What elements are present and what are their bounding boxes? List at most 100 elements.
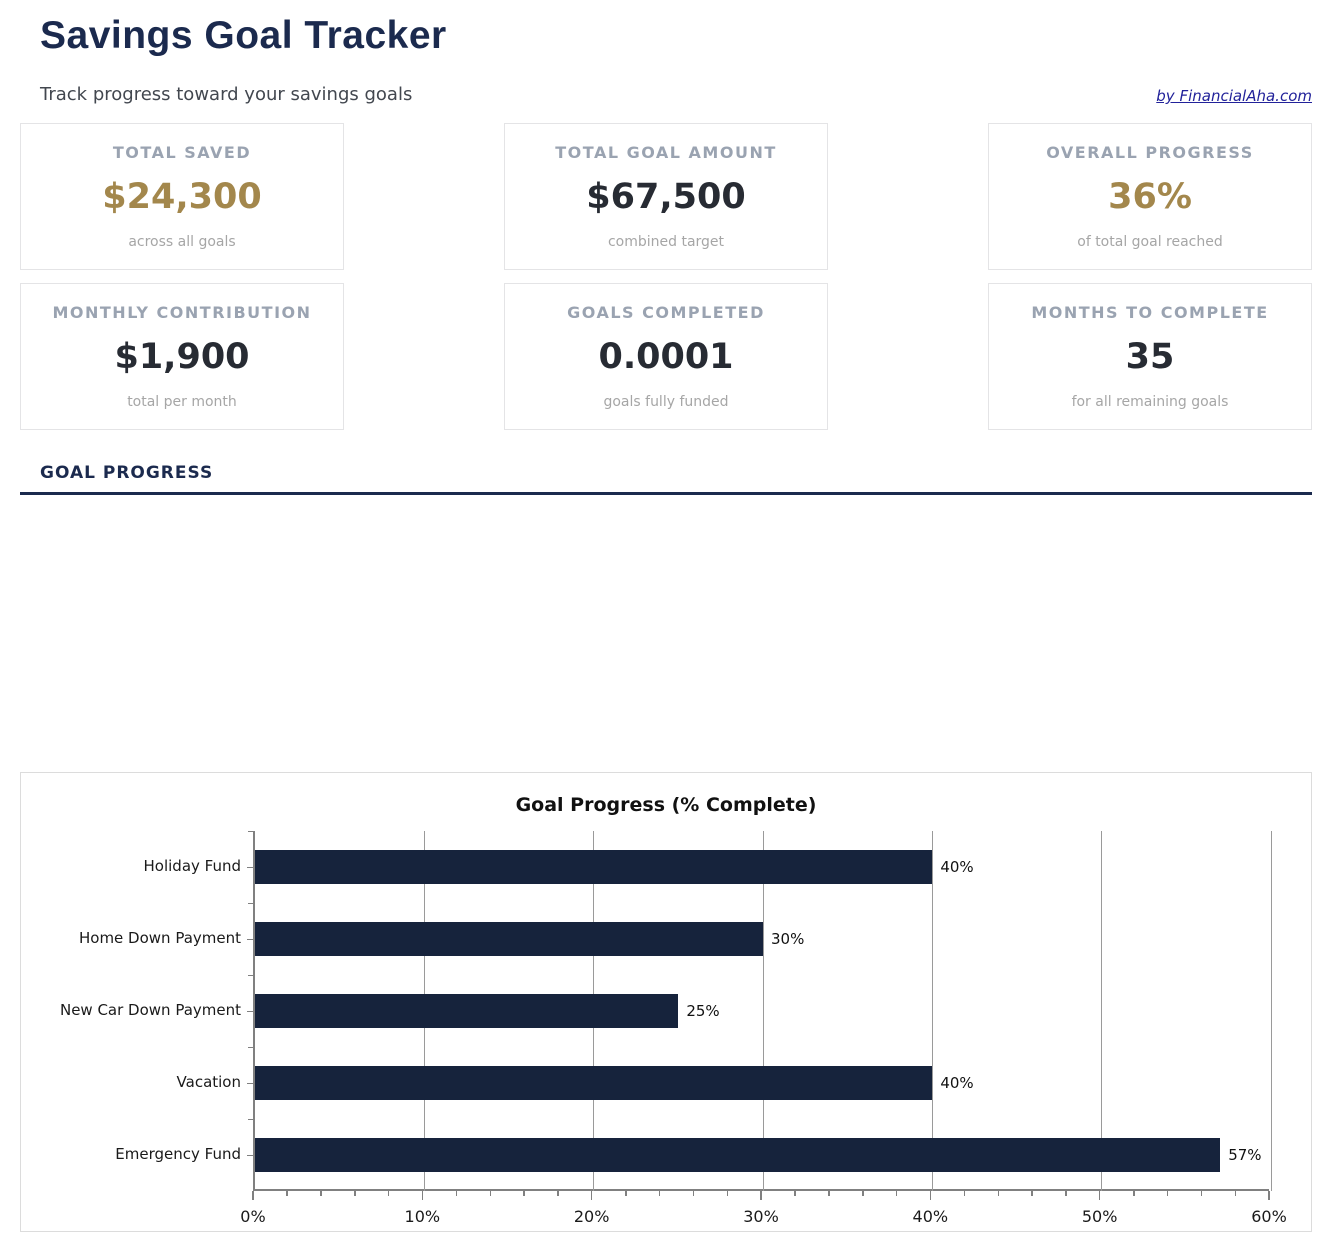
stat-label: TOTAL GOAL AMOUNT <box>555 143 777 162</box>
page-header: Savings Goal Tracker Track progress towa… <box>0 0 1333 105</box>
x-minor-tick <box>828 1191 830 1196</box>
x-minor-tick <box>726 1191 729 1196</box>
x-minor-tick <box>1166 1191 1169 1196</box>
stat-label: TOTAL SAVED <box>112 143 252 162</box>
x-minor-tick <box>286 1191 288 1196</box>
goal-progress-chart: Goal Progress (% Complete) 40% 30% 25% 40% 5… <box>20 772 1312 1232</box>
x-major-tick <box>929 1191 932 1200</box>
category-label: Home Down Payment <box>78 929 241 947</box>
x-tick-label: 30% <box>743 1207 779 1226</box>
y-minor-tick <box>248 1046 253 1048</box>
bar-home-down-payment <box>255 922 763 956</box>
stat-value: 35 <box>1125 337 1175 377</box>
x-tick-label: 20% <box>573 1207 610 1226</box>
y-minor-tick <box>248 902 253 904</box>
stat-caption: for all remaining goals <box>1071 394 1229 410</box>
x-minor-tick <box>489 1191 492 1196</box>
x-minor-tick <box>1065 1191 1067 1196</box>
bar-holiday-fund <box>255 850 933 884</box>
stat-value: $67,500 <box>586 177 746 217</box>
chart-title: Goal Progress (% Complete) <box>515 794 817 816</box>
stat-caption: total per month <box>127 394 237 410</box>
bar-value-label: 30% <box>771 930 805 948</box>
x-major-tick <box>590 1191 593 1200</box>
category-label: New Car Down Payment <box>59 1001 241 1019</box>
x-minor-tick <box>692 1191 695 1196</box>
x-minor-tick <box>997 1191 1000 1196</box>
stat-value: $24,300 <box>102 177 262 217</box>
bar-new-car-down-payment <box>255 994 679 1028</box>
chart-plot-area: 40% 30% 25% 40% 57% <box>253 831 1272 1191</box>
gridline-50 <box>1101 831 1103 1191</box>
x-minor-tick <box>1234 1191 1237 1196</box>
x-minor-tick <box>455 1191 458 1196</box>
y-major-tick <box>247 1154 253 1156</box>
x-major-tick <box>421 1191 424 1200</box>
bar-value-label: 40% <box>940 858 974 876</box>
stat-card-total-saved: TOTAL SAVED $24,300 across all goals <box>20 123 344 270</box>
x-minor-tick <box>895 1191 898 1196</box>
bar-value-label: 25% <box>686 1002 720 1020</box>
x-tick-label: 60% <box>1251 1207 1287 1226</box>
stat-caption: across all goals <box>128 234 236 250</box>
y-major-tick <box>247 1010 253 1012</box>
stat-label: MONTHS TO COMPLETE <box>1031 303 1269 322</box>
x-major-tick <box>1268 1191 1270 1200</box>
credit-link[interactable]: by FinancialAha.com <box>1156 87 1312 105</box>
y-major-tick <box>247 938 253 940</box>
bar-value-label: 57% <box>1228 1146 1262 1164</box>
page-title: Savings Goal Tracker <box>40 14 447 57</box>
stat-card-months-to-complete: MONTHS TO COMPLETE 35 for all remaining … <box>988 283 1312 430</box>
x-minor-tick <box>625 1191 627 1196</box>
x-major-tick <box>252 1191 254 1200</box>
y-minor-tick <box>248 974 253 976</box>
category-label: Emergency Fund <box>115 1145 241 1163</box>
stat-label: OVERALL PROGRESS <box>1046 143 1254 162</box>
x-major-tick <box>760 1191 762 1200</box>
x-minor-tick <box>1200 1191 1203 1196</box>
gridline-30 <box>762 831 764 1191</box>
y-major-tick <box>247 866 253 868</box>
stat-caption: goals fully funded <box>603 394 729 410</box>
x-minor-tick <box>1031 1191 1033 1196</box>
stat-card-overall-progress: OVERALL PROGRESS 36% of total goal reach… <box>988 123 1312 270</box>
y-minor-tick <box>248 830 253 832</box>
x-minor-tick <box>354 1191 356 1196</box>
category-label: Vacation <box>176 1073 241 1091</box>
x-minor-tick <box>387 1191 390 1196</box>
goal-progress-section-heading: GOAL PROGRESS <box>40 463 214 483</box>
x-tick-label: 0% <box>240 1207 266 1226</box>
x-minor-tick <box>1133 1191 1135 1196</box>
x-tick-label: 50% <box>1081 1207 1118 1226</box>
chart-plot-wrap: 40% 30% 25% 40% 57% Holiday Fund Home Down Pa… <box>21 830 1311 1231</box>
x-minor-tick <box>794 1191 796 1196</box>
x-major-tick <box>1098 1191 1101 1200</box>
x-minor-tick <box>320 1191 322 1196</box>
x-minor-tick <box>862 1191 864 1196</box>
stat-caption: of total goal reached <box>1077 234 1223 250</box>
stat-label: MONTHLY CONTRIBUTION <box>52 303 312 322</box>
subtitle-row: Track progress toward your savings goals… <box>40 84 1312 105</box>
page-subtitle: Track progress toward your savings goals <box>40 84 413 105</box>
stat-value: 36% <box>1108 177 1192 217</box>
x-minor-tick <box>523 1191 525 1196</box>
gridline-60 <box>1270 831 1272 1191</box>
bar-vacation <box>255 1066 933 1100</box>
stat-card-total-goal-amount: TOTAL GOAL AMOUNT $67,500 combined targe… <box>504 123 828 270</box>
y-major-tick <box>247 1082 253 1084</box>
x-tick-label: 10% <box>404 1207 441 1226</box>
x-minor-tick <box>658 1191 661 1196</box>
section-divider <box>20 492 1312 495</box>
y-minor-tick <box>248 1118 253 1120</box>
x-tick-label: 40% <box>912 1207 949 1226</box>
bar-emergency-fund <box>255 1138 1221 1172</box>
category-label: Holiday Fund <box>143 857 242 875</box>
stat-cards-grid: TOTAL SAVED $24,300 across all goals TOT… <box>20 123 1312 430</box>
stat-label: GOALS COMPLETED <box>567 303 765 322</box>
x-minor-tick <box>963 1191 966 1196</box>
stat-caption: combined target <box>607 234 725 250</box>
stat-card-goals-completed: GOALS COMPLETED 0.0001 goals fully funde… <box>504 283 828 430</box>
stat-value: 0.0001 <box>598 337 734 377</box>
stat-card-monthly-contribution: MONTHLY CONTRIBUTION $1,900 total per mo… <box>20 283 344 430</box>
